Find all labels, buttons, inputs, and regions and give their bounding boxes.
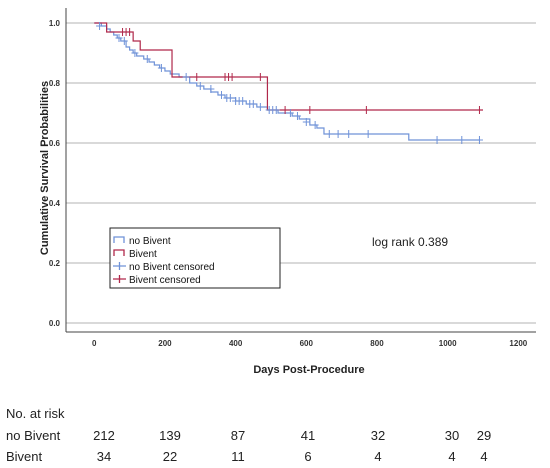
censor-mark-no-bivent-censored	[302, 118, 310, 126]
censor-mark-no-bivent-censored	[475, 136, 483, 144]
censor-mark-no-bivent-censored	[131, 49, 139, 57]
x-axis-title: Days Post-Procedure	[253, 364, 364, 376]
censor-mark-no-bivent-censored	[433, 136, 441, 144]
x-tick-label: 600	[300, 339, 314, 348]
x-tick-label: 200	[158, 339, 172, 348]
risk-cell: 22	[162, 449, 178, 464]
censor-mark-no-bivent-censored	[325, 130, 333, 138]
x-tick-labels: 0 200 400 600 800 1000 1200	[92, 339, 528, 348]
censor-mark-no-bivent-censored	[364, 130, 372, 138]
censor-mark-no-bivent-censored	[293, 112, 301, 120]
series-lines	[94, 22, 483, 141]
risk-row-label: no Bivent	[6, 428, 61, 443]
x-tick-label: 1200	[509, 339, 527, 348]
censor-mark-no-bivent-censored	[96, 22, 104, 30]
censor-mark-no-bivent-censored	[143, 55, 151, 63]
legend-box	[109, 227, 281, 289]
risk-cell: 4	[374, 449, 382, 464]
x-tick-label: 0	[92, 339, 97, 348]
legend-swatch	[113, 262, 126, 270]
y-axis-title: Cumulative Survival Probabilities	[39, 81, 51, 255]
censor-mark-no-bivent-censored	[458, 136, 466, 144]
risk-cell: 4	[480, 449, 488, 464]
y-tick-label: 0.4	[49, 199, 61, 208]
censor-mark-bivent-censored	[228, 73, 236, 81]
y-tick-label: 0.6	[49, 139, 61, 148]
censor-marks	[96, 22, 483, 144]
censor-mark-no-bivent-censored	[226, 94, 234, 102]
x-tick-label: 800	[370, 339, 384, 348]
legend-swatch	[113, 236, 125, 243]
survival-chart: 0.0 0.2 0.4 0.6 0.8 1.0 0 200 400 600 800 1000 1200…	[39, 8, 536, 376]
censor-mark-no-bivent-censored	[345, 130, 353, 138]
x-tick-label: 1000	[439, 339, 457, 348]
legend-label: no Bivent	[129, 236, 171, 247]
censor-mark-no-bivent-censored	[249, 100, 257, 108]
censor-mark-no-bivent-censored	[115, 34, 123, 42]
series-line-no-bivent	[94, 22, 480, 141]
x-tick-label: 400	[229, 339, 243, 348]
censor-mark-no-bivent-censored	[196, 82, 204, 90]
legend-label: Bivent	[129, 249, 157, 260]
y-tick-label: 0.0	[49, 319, 61, 328]
y-tick-label: 1.0	[49, 19, 61, 28]
censor-mark-bivent-censored	[306, 106, 314, 114]
risk-row-label: Bivent	[6, 449, 43, 464]
censor-mark-bivent-censored	[256, 73, 264, 81]
censor-mark-no-bivent-censored	[157, 64, 165, 72]
censor-mark-no-bivent-censored	[334, 130, 342, 138]
series-line-bivent	[94, 22, 483, 111]
censor-mark-bivent-censored	[193, 73, 201, 81]
y-tick-label: 0.8	[49, 79, 61, 88]
censor-mark-bivent-censored	[126, 28, 134, 36]
censor-mark-no-bivent-censored	[120, 37, 128, 45]
censor-mark-no-bivent-censored	[286, 109, 294, 117]
legend-swatch	[113, 249, 125, 256]
censor-mark-no-bivent-censored	[207, 85, 215, 93]
censor-mark-no-bivent-censored	[182, 73, 190, 81]
legend-swatch	[113, 275, 126, 283]
risk-cell: 11	[231, 449, 245, 464]
censor-mark-bivent-censored	[475, 106, 483, 114]
censor-mark-no-bivent-censored	[217, 91, 225, 99]
risk-table-title: No. at risk	[6, 406, 65, 421]
risk-cell: 4	[448, 449, 456, 464]
risk-cell: 87	[230, 428, 246, 443]
log-rank-annotation: log rank 0.389	[372, 235, 448, 249]
risk-cell: 139	[159, 428, 181, 443]
legend-label: Bivent censored	[129, 275, 201, 286]
legend-label: no Bivent censored	[129, 262, 215, 273]
risk-cell: 6	[304, 449, 312, 464]
risk-cell: 29	[476, 428, 492, 443]
censor-mark-bivent-censored	[362, 106, 370, 114]
censor-mark-no-bivent-censored	[256, 103, 264, 111]
censor-mark-no-bivent-censored	[311, 121, 319, 129]
risk-cell: 30	[444, 428, 460, 443]
legend: no Bivent Bivent no Bivent censored Bivent …	[109, 227, 281, 289]
y-tick-labels: 0.0 0.2 0.4 0.6 0.8 1.0	[49, 19, 61, 328]
censor-mark-no-bivent-censored	[272, 106, 280, 114]
axes	[65, 8, 536, 333]
risk-cell: 32	[370, 428, 386, 443]
y-tick-label: 0.2	[49, 259, 61, 268]
risk-cell: 41	[300, 428, 316, 443]
censor-mark-no-bivent-censored	[239, 97, 247, 105]
censor-mark-bivent-censored	[281, 106, 289, 114]
risk-cell: 34	[96, 449, 112, 464]
risk-cell: 212	[93, 428, 115, 443]
